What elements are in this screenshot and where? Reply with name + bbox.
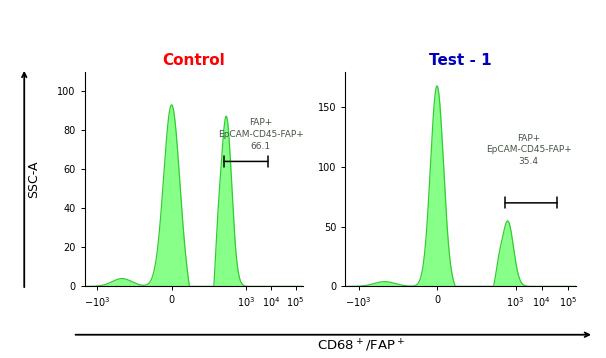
Title: Test - 1: Test - 1 xyxy=(429,53,492,68)
Title: Control: Control xyxy=(162,53,225,68)
Text: CD68$^+$/FAP$^+$: CD68$^+$/FAP$^+$ xyxy=(316,337,405,354)
Text: SSC-A: SSC-A xyxy=(27,160,40,198)
Text: FAP+
EpCAM-CD45-FAP+
66.1: FAP+ EpCAM-CD45-FAP+ 66.1 xyxy=(218,118,304,151)
Text: FAP+
EpCAM-CD45-FAP+
35.4: FAP+ EpCAM-CD45-FAP+ 35.4 xyxy=(486,134,571,166)
